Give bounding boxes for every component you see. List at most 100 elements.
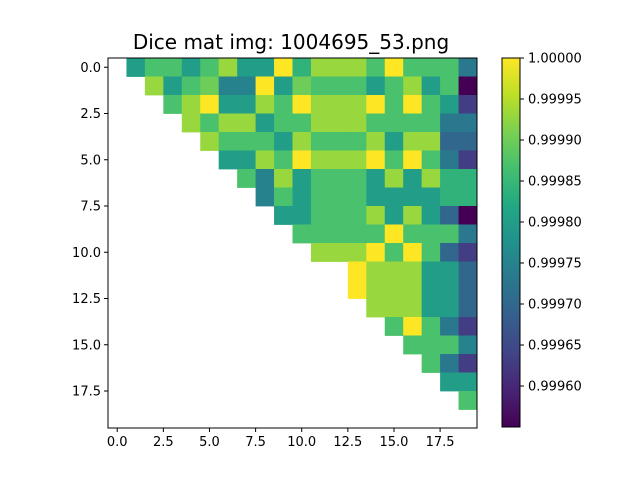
heatmap-cell xyxy=(366,243,386,262)
heatmap-cell xyxy=(347,95,367,114)
heatmap-cell xyxy=(421,298,441,318)
heatmap-cell xyxy=(200,113,220,133)
heatmap-cell xyxy=(347,187,367,207)
heatmap-cell xyxy=(403,113,423,133)
heatmap-cell xyxy=(329,58,349,77)
heatmap-cell xyxy=(440,243,459,262)
heatmap-cell xyxy=(421,95,441,114)
heatmap-cell xyxy=(347,243,367,262)
y-tick-label: 7.5 xyxy=(80,200,101,215)
heatmap-cell xyxy=(366,95,386,114)
heatmap-cell xyxy=(329,95,349,114)
heatmap-cell xyxy=(237,132,256,151)
heatmap-cells xyxy=(126,58,478,410)
y-tick-label: 15.0 xyxy=(72,338,101,353)
heatmap-cell xyxy=(200,95,220,114)
heatmap-cell xyxy=(347,76,367,96)
heatmap-cell xyxy=(366,132,386,151)
x-tick-label: 7.5 xyxy=(245,435,266,450)
colorbar-tick-label: 1.00000 xyxy=(528,52,582,67)
colorbar-tick-label: 0.99960 xyxy=(528,380,582,395)
heatmap-cell xyxy=(347,206,367,225)
heatmap-cell xyxy=(403,95,423,114)
x-tick-label: 0.0 xyxy=(107,435,128,450)
heatmap-cell xyxy=(292,187,312,207)
heatmap-cell xyxy=(237,150,256,170)
heatmap-cell xyxy=(181,95,201,114)
heatmap-cell xyxy=(440,187,459,207)
heatmap-cell xyxy=(310,187,330,207)
heatmap-cell xyxy=(403,261,423,281)
heatmap-cell xyxy=(274,169,293,188)
heatmap-cell xyxy=(421,76,441,96)
heatmap-cell xyxy=(274,150,293,170)
heatmap-cell xyxy=(366,261,386,281)
heatmap-cell xyxy=(292,76,312,96)
heatmap-cell xyxy=(440,58,459,77)
colorbar-tick-label: 0.99965 xyxy=(528,339,582,354)
y-tick-label: 2.5 xyxy=(80,107,101,122)
heatmap-cell xyxy=(310,243,330,262)
heatmap-cell xyxy=(310,58,330,77)
colorbar xyxy=(501,57,521,428)
heatmap-cell xyxy=(421,261,441,281)
y-axis: 0.0 2.5 5.0 7.5 10.0 12.5 15.0 17.5 xyxy=(72,61,108,400)
heatmap-cell xyxy=(384,132,404,151)
heatmap-cell xyxy=(458,206,478,225)
x-tick-label: 15.0 xyxy=(379,435,408,450)
heatmap-cell xyxy=(347,169,367,188)
heatmap-cell xyxy=(403,150,423,170)
heatmap-cell xyxy=(421,354,441,373)
colorbar-tick-label: 0.99970 xyxy=(528,298,582,313)
heatmap-cell xyxy=(292,224,312,244)
heatmap-cell xyxy=(347,132,367,151)
heatmap-cell xyxy=(200,76,220,96)
heatmap-cell xyxy=(181,113,201,133)
heatmap-cell xyxy=(237,95,256,114)
heatmap-cell xyxy=(329,206,349,225)
heatmap-cell xyxy=(366,206,386,225)
heatmap-cell xyxy=(292,113,312,133)
heatmap-cell xyxy=(458,243,478,262)
heatmap-cell xyxy=(440,372,459,392)
heatmap-cell xyxy=(440,113,459,133)
heatmap-cell xyxy=(421,280,441,299)
heatmap-cell xyxy=(347,113,367,133)
heatmap-cell xyxy=(292,206,312,225)
heatmap-cell xyxy=(403,76,423,96)
heatmap-cell xyxy=(218,113,238,133)
heatmap-cell xyxy=(403,169,423,188)
heatmap-cell xyxy=(292,169,312,188)
heatmap-cell xyxy=(274,113,293,133)
colorbar-tick-label: 0.99975 xyxy=(528,257,582,272)
heatmap-cell xyxy=(403,243,423,262)
x-tick-label: 5.0 xyxy=(199,435,220,450)
heatmap-cell xyxy=(458,224,478,244)
heatmap-cell xyxy=(384,58,404,77)
heatmap-cell xyxy=(421,113,441,133)
heatmap-cell xyxy=(384,261,404,281)
heatmap-cell xyxy=(403,335,423,355)
x-tick-label: 12.5 xyxy=(333,435,362,450)
heatmap-cell xyxy=(292,58,312,77)
heatmap-cell xyxy=(218,132,238,151)
heatmap-cell xyxy=(274,76,293,96)
heatmap-cell xyxy=(440,317,459,336)
heatmap-cell xyxy=(366,76,386,96)
heatmap-cell xyxy=(458,372,478,392)
heatmap-cell xyxy=(458,169,478,188)
heatmap-cell xyxy=(384,76,404,96)
heatmap-cell xyxy=(310,132,330,151)
chart-title: Dice mat img: 1004695_53.png xyxy=(133,30,449,54)
heatmap-cell xyxy=(274,187,293,207)
heatmap-cell xyxy=(458,187,478,207)
plot-frame xyxy=(107,57,478,429)
heatmap-cell xyxy=(310,113,330,133)
heatmap-cell xyxy=(255,76,275,96)
heatmap-cell xyxy=(310,224,330,244)
heatmap-cell xyxy=(421,206,441,225)
heatmap-cell xyxy=(440,298,459,318)
heatmap-cell xyxy=(163,76,183,96)
heatmap-cell xyxy=(347,261,367,281)
